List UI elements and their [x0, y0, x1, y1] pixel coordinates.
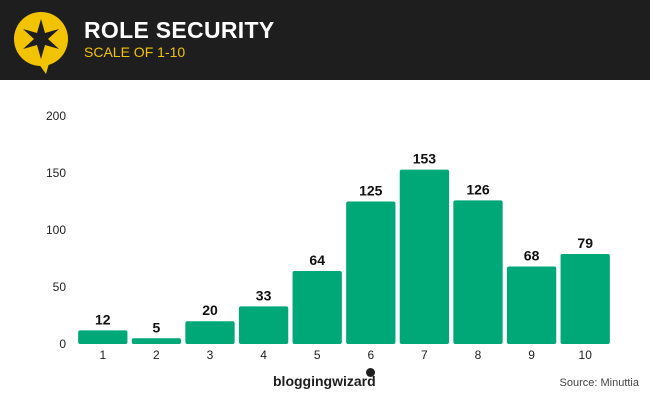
- y-tick-label: 0: [59, 337, 66, 351]
- y-tick-label: 100: [46, 223, 66, 237]
- compass-star-speech-bubble-icon: [14, 12, 68, 74]
- x-tick-label: 6: [367, 348, 374, 362]
- y-tick-label: 150: [46, 166, 66, 180]
- x-tick-label: 9: [528, 348, 535, 362]
- y-tick-label: 200: [46, 109, 66, 123]
- bar: [131, 338, 182, 344]
- bar: [238, 306, 289, 344]
- data-label: 153: [413, 151, 437, 167]
- data-label: 20: [202, 302, 218, 318]
- bar-chart: 0501001502001215220333464512561537126868…: [46, 109, 610, 362]
- data-label: 33: [256, 287, 272, 303]
- x-tick-label: 5: [314, 348, 321, 362]
- data-label: 12: [95, 311, 111, 327]
- x-tick-label: 7: [421, 348, 428, 362]
- x-tick-label: 10: [579, 348, 593, 362]
- data-label: 5: [153, 319, 161, 335]
- brand-logo-dot: [366, 368, 375, 377]
- x-tick-label: 4: [260, 348, 267, 362]
- header-banner: ROLE SECURITY SCALE OF 1-10: [0, 0, 650, 80]
- data-label: 68: [524, 247, 540, 263]
- data-label: 79: [577, 235, 593, 251]
- x-tick-label: 8: [475, 348, 482, 362]
- bar: [292, 271, 342, 344]
- bar: [185, 321, 235, 344]
- bar: [506, 266, 557, 344]
- data-label: 64: [309, 252, 325, 268]
- bar: [560, 253, 610, 344]
- bar: [346, 201, 396, 344]
- bar: [399, 169, 450, 344]
- page-subtitle: SCALE OF 1-10: [84, 44, 186, 60]
- y-tick-label: 50: [53, 280, 67, 294]
- bar: [78, 330, 128, 344]
- brand-logo: bloggingwizard: [273, 373, 376, 389]
- source-note: Source: Minuttia: [559, 377, 639, 389]
- page-title: ROLE SECURITY: [84, 17, 275, 43]
- x-tick-label: 2: [153, 348, 160, 362]
- data-label: 126: [466, 181, 490, 197]
- data-label: 125: [359, 183, 383, 199]
- x-tick-label: 1: [99, 348, 106, 362]
- x-tick-label: 3: [207, 348, 214, 362]
- bar: [453, 200, 503, 344]
